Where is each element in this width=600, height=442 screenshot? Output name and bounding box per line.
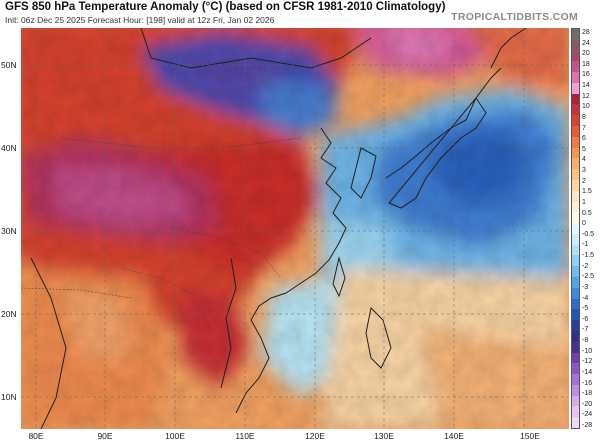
colorbar-label: -14 xyxy=(582,368,593,376)
colorbar-swatch xyxy=(572,223,579,235)
colorbar-swatch xyxy=(572,374,579,386)
colorbar-swatch xyxy=(572,190,579,203)
lon-label-80e: 80E xyxy=(28,431,44,441)
colorbar-label: -18 xyxy=(582,390,593,398)
colorbar-swatch xyxy=(572,277,579,289)
colorbar-label: -12 xyxy=(582,358,593,366)
colorbar-swatch xyxy=(572,158,579,170)
colorbar-label: 8 xyxy=(582,113,586,121)
colorbar-label: 6 xyxy=(582,135,586,143)
colorbar-swatch xyxy=(572,104,579,116)
lon-label-100e: 100E xyxy=(165,431,185,441)
lat-label-30n: 30N xyxy=(1,226,17,236)
colorbar-swatch xyxy=(572,395,579,407)
colorbar-swatch xyxy=(572,50,579,62)
colorbar-swatch xyxy=(572,93,579,105)
colorbar-label: 0 xyxy=(582,220,586,228)
colorbar-label: 12 xyxy=(582,92,590,100)
colorbar-label: 1 xyxy=(582,198,586,206)
colorbar-swatch xyxy=(572,201,579,213)
colorbar-swatch xyxy=(572,352,579,364)
colorbar-label: -16 xyxy=(582,379,593,387)
colorbar-swatch xyxy=(572,29,579,41)
colorbar-label: -3 xyxy=(582,283,589,291)
colorbar-label: 3 xyxy=(582,167,586,175)
lat-label-50n: 50N xyxy=(1,60,17,70)
colorbar-swatch xyxy=(572,39,579,52)
lat-label-40n: 40N xyxy=(1,143,17,153)
colorbar-swatch xyxy=(572,341,579,353)
colorbar-label: -5 xyxy=(582,305,589,313)
colorbar-label: 1.5 xyxy=(582,188,592,196)
lon-label-140e: 140E xyxy=(444,431,464,441)
colorbar-label: -1 xyxy=(582,241,589,249)
colorbar-label: -8 xyxy=(582,337,589,345)
colorbar-swatch xyxy=(572,255,579,267)
colorbar-label: -7 xyxy=(582,326,589,334)
colorbar-label: 20 xyxy=(582,50,590,58)
colorbar-swatch xyxy=(572,330,579,343)
colorbar-swatch xyxy=(572,179,579,192)
anomaly-map xyxy=(21,28,569,429)
colorbar-label: 4 xyxy=(582,156,586,164)
colorbar-label: 5 xyxy=(582,145,586,153)
colorbar-swatch xyxy=(572,115,579,127)
colorbar-swatch xyxy=(572,384,579,397)
colorbar-swatch xyxy=(572,136,579,149)
colorbar-swatch xyxy=(572,406,579,418)
lon-label-150e: 150E xyxy=(520,431,540,441)
colorbar-label: -6 xyxy=(582,315,589,323)
colorbar-label: -0.5 xyxy=(582,230,595,238)
colorbar-label: 2 xyxy=(582,177,586,185)
lat-label-20n: 20N xyxy=(1,309,17,319)
colorbar-label: -1.5 xyxy=(582,252,595,260)
colorbar-swatch xyxy=(572,82,579,95)
colorbar-label: 10 xyxy=(582,103,590,111)
colorbar-swatch xyxy=(572,126,579,138)
init-forecast-info: Init: 06z Dec 25 2025 Forecast Hour: [19… xyxy=(5,15,275,25)
colorbar-label: 0.5 xyxy=(582,209,592,217)
colorbar-label: -28 xyxy=(582,422,593,429)
lon-label-130e: 130E xyxy=(374,431,394,441)
colorbar-label: 28 xyxy=(582,29,590,36)
colorbar-label: -2 xyxy=(582,262,589,270)
colorbar-swatch xyxy=(572,169,579,181)
lon-label-110e: 110E xyxy=(235,431,255,441)
colorbar-swatch xyxy=(572,417,579,429)
colorbar-label: -2.5 xyxy=(582,273,595,281)
colorbar-label: -24 xyxy=(582,411,593,419)
colorbar-swatch xyxy=(572,266,579,278)
colorbar-swatch xyxy=(572,147,579,159)
colorbar-swatch xyxy=(572,233,579,246)
colorbar-label: 7 xyxy=(582,124,586,132)
colorbar-label: 24 xyxy=(582,39,590,47)
colorbar-label: 16 xyxy=(582,71,590,79)
lon-label-90e: 90E xyxy=(97,431,113,441)
header: GFS 850 hPa Temperature Anomaly (°C) (ba… xyxy=(0,0,600,28)
colorbar-swatch xyxy=(572,309,579,321)
colorbar-swatch xyxy=(572,320,579,332)
colorbar-swatch xyxy=(572,61,579,73)
page-title: GFS 850 hPa Temperature Anomaly (°C) (ba… xyxy=(5,1,446,13)
lat-label-10n: 10N xyxy=(1,392,17,402)
colorbar-swatch xyxy=(572,298,579,310)
brand-logo[interactable]: TROPICALTIDBITS.COM xyxy=(451,11,578,23)
colorbar-swatch xyxy=(572,72,579,84)
colorbar-label: 14 xyxy=(582,82,590,90)
colorbar-swatch xyxy=(572,212,579,224)
lon-label-120e: 120E xyxy=(305,431,325,441)
colorbar-label: -4 xyxy=(582,294,589,302)
colorbar-swatch xyxy=(572,287,579,300)
colorbar-label: 18 xyxy=(582,60,590,68)
colorbar-swatch xyxy=(572,244,579,256)
colorbar xyxy=(571,28,580,429)
colorbar-label: -20 xyxy=(582,400,593,408)
colorbar-swatch xyxy=(572,363,579,375)
colorbar-label: -10 xyxy=(582,347,593,355)
